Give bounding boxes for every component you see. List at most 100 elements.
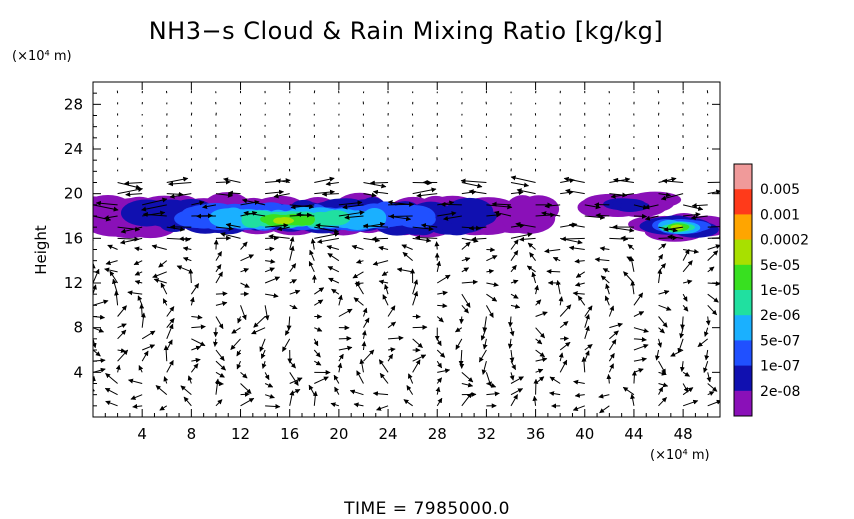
wind-vector xyxy=(353,297,364,306)
wind-vector xyxy=(683,248,700,254)
wind-vector xyxy=(541,211,561,217)
wind-vector xyxy=(93,259,94,261)
wind-vector xyxy=(606,373,612,384)
wind-vector xyxy=(353,402,364,408)
wind-vector xyxy=(330,402,340,408)
wind-vector xyxy=(609,226,635,233)
colorbar-label: 0.005 xyxy=(760,182,800,198)
wind-vector xyxy=(133,260,143,266)
wind-vector xyxy=(289,245,295,261)
wind-vector xyxy=(623,271,635,284)
wind-vector xyxy=(384,284,389,295)
wind-vector xyxy=(436,260,442,272)
wind-vector xyxy=(662,178,684,184)
wind-vector xyxy=(273,193,290,199)
wind-vector xyxy=(455,327,463,333)
wind-vector xyxy=(459,316,465,325)
wind-vector xyxy=(191,345,202,351)
wind-vector xyxy=(264,372,270,381)
wind-vector xyxy=(117,226,141,232)
wind-vector xyxy=(372,189,389,195)
wind-vector xyxy=(314,189,335,195)
wind-vector xyxy=(240,282,250,288)
wind-vector xyxy=(515,222,536,228)
wind-vector xyxy=(471,236,487,242)
wind-vector xyxy=(265,403,281,409)
wind-vector xyxy=(253,316,266,328)
wind-vector xyxy=(105,373,118,384)
wind-vector xyxy=(461,293,471,308)
wind-vector xyxy=(608,363,614,373)
wind-vector xyxy=(658,327,665,334)
time-label: TIME = 7985000.0 xyxy=(343,499,510,519)
wind-vector xyxy=(104,387,118,396)
wind-vector xyxy=(705,316,711,326)
wind-vector xyxy=(213,338,218,347)
wind-vector xyxy=(128,378,143,384)
x-tick-label: 48 xyxy=(674,425,693,443)
wind-vector xyxy=(166,360,174,373)
wind-vector xyxy=(132,403,143,409)
wind-vector xyxy=(114,290,119,306)
wind-vector xyxy=(337,294,343,306)
wind-vector xyxy=(183,396,192,407)
wind-vector xyxy=(327,252,340,262)
wind-vector xyxy=(633,327,649,333)
wind-vector xyxy=(458,349,464,366)
wind-vector xyxy=(117,187,144,195)
wind-vector xyxy=(191,357,201,363)
wind-vector xyxy=(191,338,206,347)
wind-vector xyxy=(141,344,156,351)
wind-vector xyxy=(485,372,492,387)
wind-vector xyxy=(412,237,432,243)
wind-vector xyxy=(326,244,340,250)
wind-vector xyxy=(626,256,635,262)
wind-vector xyxy=(529,252,536,261)
wind-vector xyxy=(275,178,290,184)
wind-vector xyxy=(342,204,364,210)
wind-vector xyxy=(437,200,455,206)
wind-vector xyxy=(378,279,389,285)
wind-vector xyxy=(412,226,434,232)
wind-vector xyxy=(309,249,315,261)
wind-vector xyxy=(240,200,260,206)
wind-vector xyxy=(356,370,364,384)
wind-vector xyxy=(558,352,564,362)
wind-vector xyxy=(461,305,469,314)
wind-vector xyxy=(159,405,168,411)
wind-vector xyxy=(560,190,574,196)
wind-vector xyxy=(549,391,561,397)
wind-vector xyxy=(436,397,443,407)
wind-vector xyxy=(215,371,225,378)
wind-vector xyxy=(313,338,319,347)
wind-vector xyxy=(240,305,247,321)
y-tick-label: 28 xyxy=(64,95,83,113)
wind-vector xyxy=(510,360,517,371)
wind-vector xyxy=(644,204,659,210)
wind-vector xyxy=(707,226,720,228)
wind-vector xyxy=(265,223,289,229)
wind-vector xyxy=(574,258,585,264)
wind-vector xyxy=(519,236,536,242)
wind-vector xyxy=(289,360,296,369)
wind-vector xyxy=(608,305,615,317)
wind-vector xyxy=(215,291,228,297)
wind-vector xyxy=(379,372,389,384)
wind-vector xyxy=(633,311,645,317)
wind-vector xyxy=(134,270,143,276)
wind-vector xyxy=(605,283,610,295)
wind-vector xyxy=(363,192,377,198)
wind-vector xyxy=(361,330,367,339)
wind-vector xyxy=(166,176,189,183)
wind-vector xyxy=(338,353,344,362)
y-unit-label: (×10⁴ m) xyxy=(12,49,72,64)
wind-vector xyxy=(510,232,533,239)
wind-vector xyxy=(657,268,663,284)
y-tick-label: 16 xyxy=(64,229,83,247)
wind-vector xyxy=(461,371,474,383)
wind-vector xyxy=(240,241,248,250)
wind-vector xyxy=(667,234,684,240)
wind-vector xyxy=(158,260,168,268)
wind-vector xyxy=(166,323,174,340)
wind-vector xyxy=(658,192,671,198)
